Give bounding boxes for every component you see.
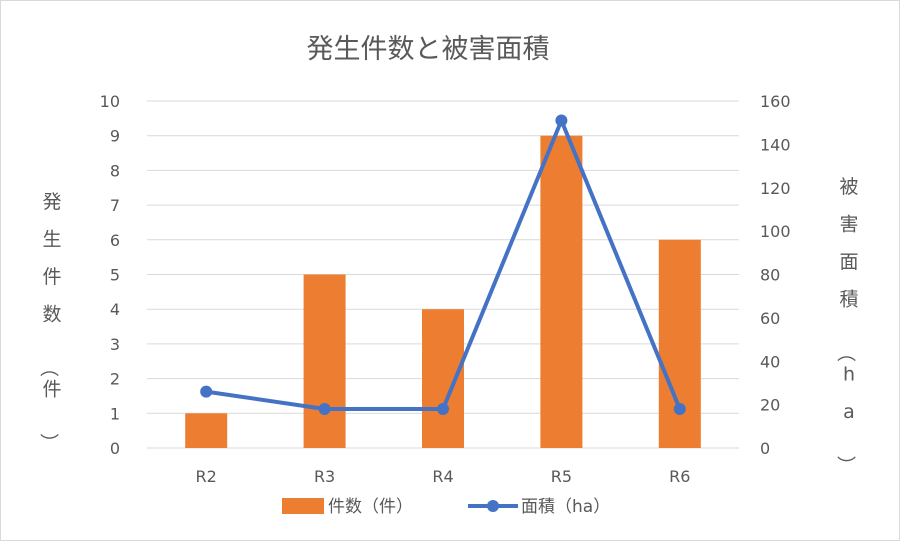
line-point-R6	[673, 402, 686, 415]
line-series	[200, 114, 686, 415]
left-tick-label: 8	[110, 161, 120, 180]
left-tick-label: 0	[110, 439, 120, 458]
legend-line-label: 面積（ha）	[521, 497, 610, 517]
right-tick-label: 160	[760, 92, 791, 111]
bar-R4	[422, 309, 464, 448]
left-axis-title-text: 発生件数（件）	[37, 191, 61, 452]
x-axis-ticks: R2 R3 R4 R5 R6	[196, 467, 691, 486]
right-tick-label: 100	[760, 222, 791, 241]
left-tick-label: 5	[110, 266, 120, 285]
right-tick-label: 60	[760, 309, 780, 328]
bar-R6	[658, 239, 701, 448]
right-axis-title: 被害面積（ h a）	[834, 176, 858, 475]
bar-R5	[540, 135, 583, 448]
right-tick-label: 80	[760, 266, 780, 285]
left-tick-label: 4	[110, 300, 120, 319]
x-tick-label: R3	[314, 467, 335, 486]
x-tick-label: R6	[669, 467, 690, 486]
x-tick-label: R4	[432, 467, 453, 486]
line-point-R4	[437, 402, 449, 415]
line-point-R2	[200, 385, 213, 398]
x-tick-label: R2	[196, 467, 217, 486]
left-tick-label: 10	[100, 92, 120, 111]
right-tick-label: 120	[760, 179, 791, 198]
bar-R3	[303, 274, 346, 448]
legend: 件数（件） 面積（ha）	[282, 497, 610, 517]
gridlines	[147, 100, 739, 449]
x-tick-label: R5	[551, 467, 572, 486]
left-axis-ticks: 0 1 2 3 4 5 6 7 8 9 10	[100, 92, 120, 458]
legend-bar-label: 件数（件）	[328, 497, 413, 517]
left-tick-label: 9	[110, 127, 120, 146]
bar-series	[185, 135, 701, 448]
left-tick-label: 2	[110, 370, 120, 389]
bar-R2	[185, 413, 228, 448]
left-axis-title: 発生件数（件）	[37, 191, 61, 452]
legend-bar-swatch	[282, 498, 324, 514]
right-axis-title-text: 被害面積（ h a）	[834, 176, 858, 475]
right-tick-label: 40	[760, 352, 780, 371]
line-point-R5	[555, 114, 568, 127]
right-tick-label: 140	[760, 135, 791, 154]
right-axis-ticks: 0 20 40 60 80 100 120 140 160	[760, 92, 791, 458]
right-tick-label: 0	[760, 439, 770, 458]
line-point-R3	[318, 402, 331, 415]
left-tick-label: 7	[110, 196, 120, 215]
right-tick-label: 20	[760, 396, 780, 415]
legend-line-marker	[487, 500, 499, 512]
left-tick-label: 3	[110, 335, 120, 354]
left-tick-label: 6	[110, 231, 120, 250]
chart-title: 発生件数と被害面積	[307, 34, 550, 65]
left-tick-label: 1	[110, 404, 120, 423]
